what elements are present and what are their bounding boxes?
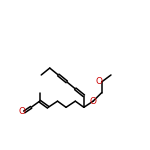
Text: O: O: [90, 97, 97, 106]
Text: O: O: [96, 77, 103, 86]
Text: O: O: [18, 107, 25, 116]
